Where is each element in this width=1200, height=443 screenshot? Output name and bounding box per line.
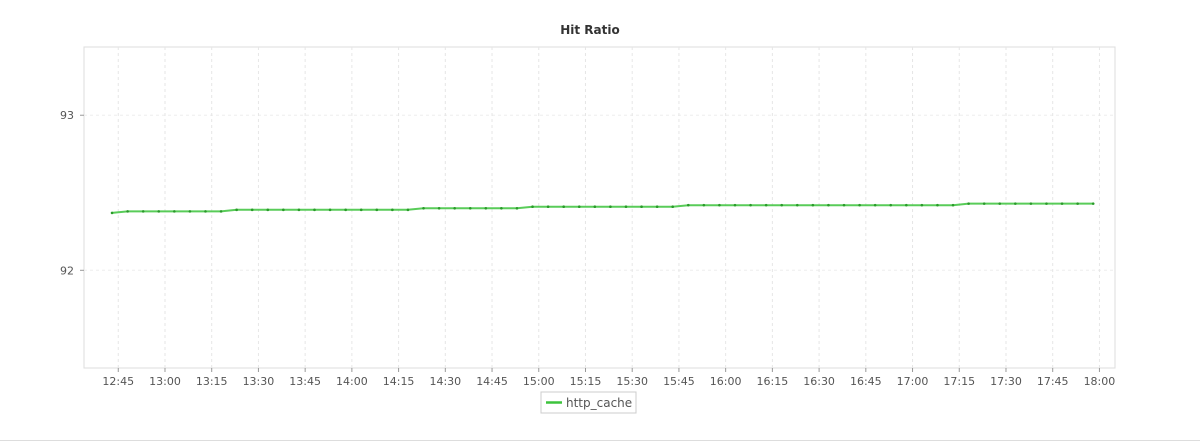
x-tick-label: 17:30	[990, 375, 1022, 388]
data-point	[718, 203, 721, 207]
data-point	[593, 205, 597, 209]
data-point	[827, 203, 830, 207]
data-point	[562, 205, 565, 209]
y-axis: 92 93	[60, 109, 84, 277]
x-tick-label: 18:00	[1084, 375, 1116, 388]
data-point	[920, 203, 924, 207]
x-tick-label: 14:45	[476, 375, 508, 388]
x-tick-label: 17:15	[943, 375, 975, 388]
x-tick-label: 12:45	[102, 375, 134, 388]
data-point	[873, 203, 877, 207]
x-tick-label: 15:30	[616, 375, 648, 388]
data-point	[375, 208, 379, 212]
data-point	[484, 206, 488, 210]
data-point	[1060, 202, 1064, 205]
x-tick-label: 15:00	[523, 375, 555, 388]
x-tick-label: 16:15	[757, 375, 789, 388]
data-point	[250, 208, 254, 212]
series-line-http_cache	[111, 202, 1094, 214]
data-point	[655, 205, 659, 209]
data-point	[982, 202, 986, 205]
data-point	[951, 203, 955, 207]
data-point	[266, 208, 270, 212]
data-point	[453, 206, 456, 210]
data-point	[905, 203, 908, 207]
x-tick-label: 13:00	[149, 375, 181, 388]
data-point	[733, 203, 737, 207]
series-layer	[110, 202, 1095, 215]
data-point	[328, 208, 332, 212]
x-tick-label: 17:00	[897, 375, 929, 388]
data-point	[1076, 202, 1079, 205]
x-tick-label: 13:15	[196, 375, 228, 388]
data-point	[764, 203, 768, 207]
x-tick-label: 13:45	[289, 375, 321, 388]
data-point	[577, 205, 581, 209]
data-point	[235, 208, 238, 212]
legend[interactable]: http_cache	[540, 391, 637, 414]
x-tick-label: 17:45	[1037, 375, 1069, 388]
data-point	[141, 210, 145, 213]
data-point	[842, 203, 846, 207]
x-tick-label: 14:00	[336, 375, 368, 388]
data-point	[702, 203, 706, 207]
data-point	[1091, 202, 1095, 205]
data-point	[1045, 202, 1048, 205]
data-point	[546, 205, 550, 209]
data-point	[686, 203, 690, 207]
data-point	[998, 202, 1002, 205]
data-point	[1029, 202, 1033, 205]
y-tick-label: 93	[60, 109, 74, 122]
data-point	[110, 211, 114, 215]
chart-title: Hit Ratio	[560, 23, 620, 37]
x-tick-label: 14:15	[383, 375, 415, 388]
data-point	[422, 206, 425, 210]
x-tick-label: 16:00	[710, 375, 742, 388]
data-point	[468, 206, 472, 210]
data-point	[500, 206, 503, 210]
data-point	[1014, 202, 1017, 205]
data-point	[204, 210, 207, 213]
data-point	[858, 203, 861, 207]
data-point	[126, 210, 129, 213]
data-point	[531, 205, 534, 209]
x-tick-label: 16:30	[803, 375, 835, 388]
data-point	[749, 203, 752, 207]
x-axis: 12:45 13:00 13:15 13:30 13:45 14:00 14:15 14:30…	[102, 368, 1115, 388]
data-point	[936, 203, 939, 207]
x-tick-label: 15:15	[570, 375, 602, 388]
y-tick-label: 92	[60, 264, 74, 277]
data-point	[188, 210, 192, 213]
data-point	[967, 202, 970, 205]
data-point	[609, 205, 612, 209]
data-point	[157, 210, 161, 213]
data-point	[282, 208, 285, 212]
data-point	[671, 205, 674, 209]
data-point	[515, 206, 519, 210]
legend-label: http_cache	[566, 396, 632, 410]
data-point	[406, 208, 410, 212]
data-point	[297, 208, 301, 212]
data-point	[313, 208, 316, 212]
data-point	[391, 208, 394, 212]
data-point	[811, 203, 815, 207]
data-point	[795, 203, 799, 207]
x-tick-label: 16:45	[850, 375, 882, 388]
x-tick-label: 14:30	[429, 375, 461, 388]
data-point	[219, 210, 223, 213]
data-point	[624, 205, 628, 209]
data-point	[780, 203, 784, 207]
x-tick-label: 13:30	[243, 375, 275, 388]
data-point	[344, 208, 347, 212]
data-point	[889, 203, 893, 207]
data-point	[359, 208, 363, 212]
data-point	[640, 205, 643, 209]
grid	[84, 47, 1115, 368]
x-tick-label: 15:45	[663, 375, 695, 388]
data-point	[437, 206, 441, 210]
data-point	[173, 210, 176, 213]
